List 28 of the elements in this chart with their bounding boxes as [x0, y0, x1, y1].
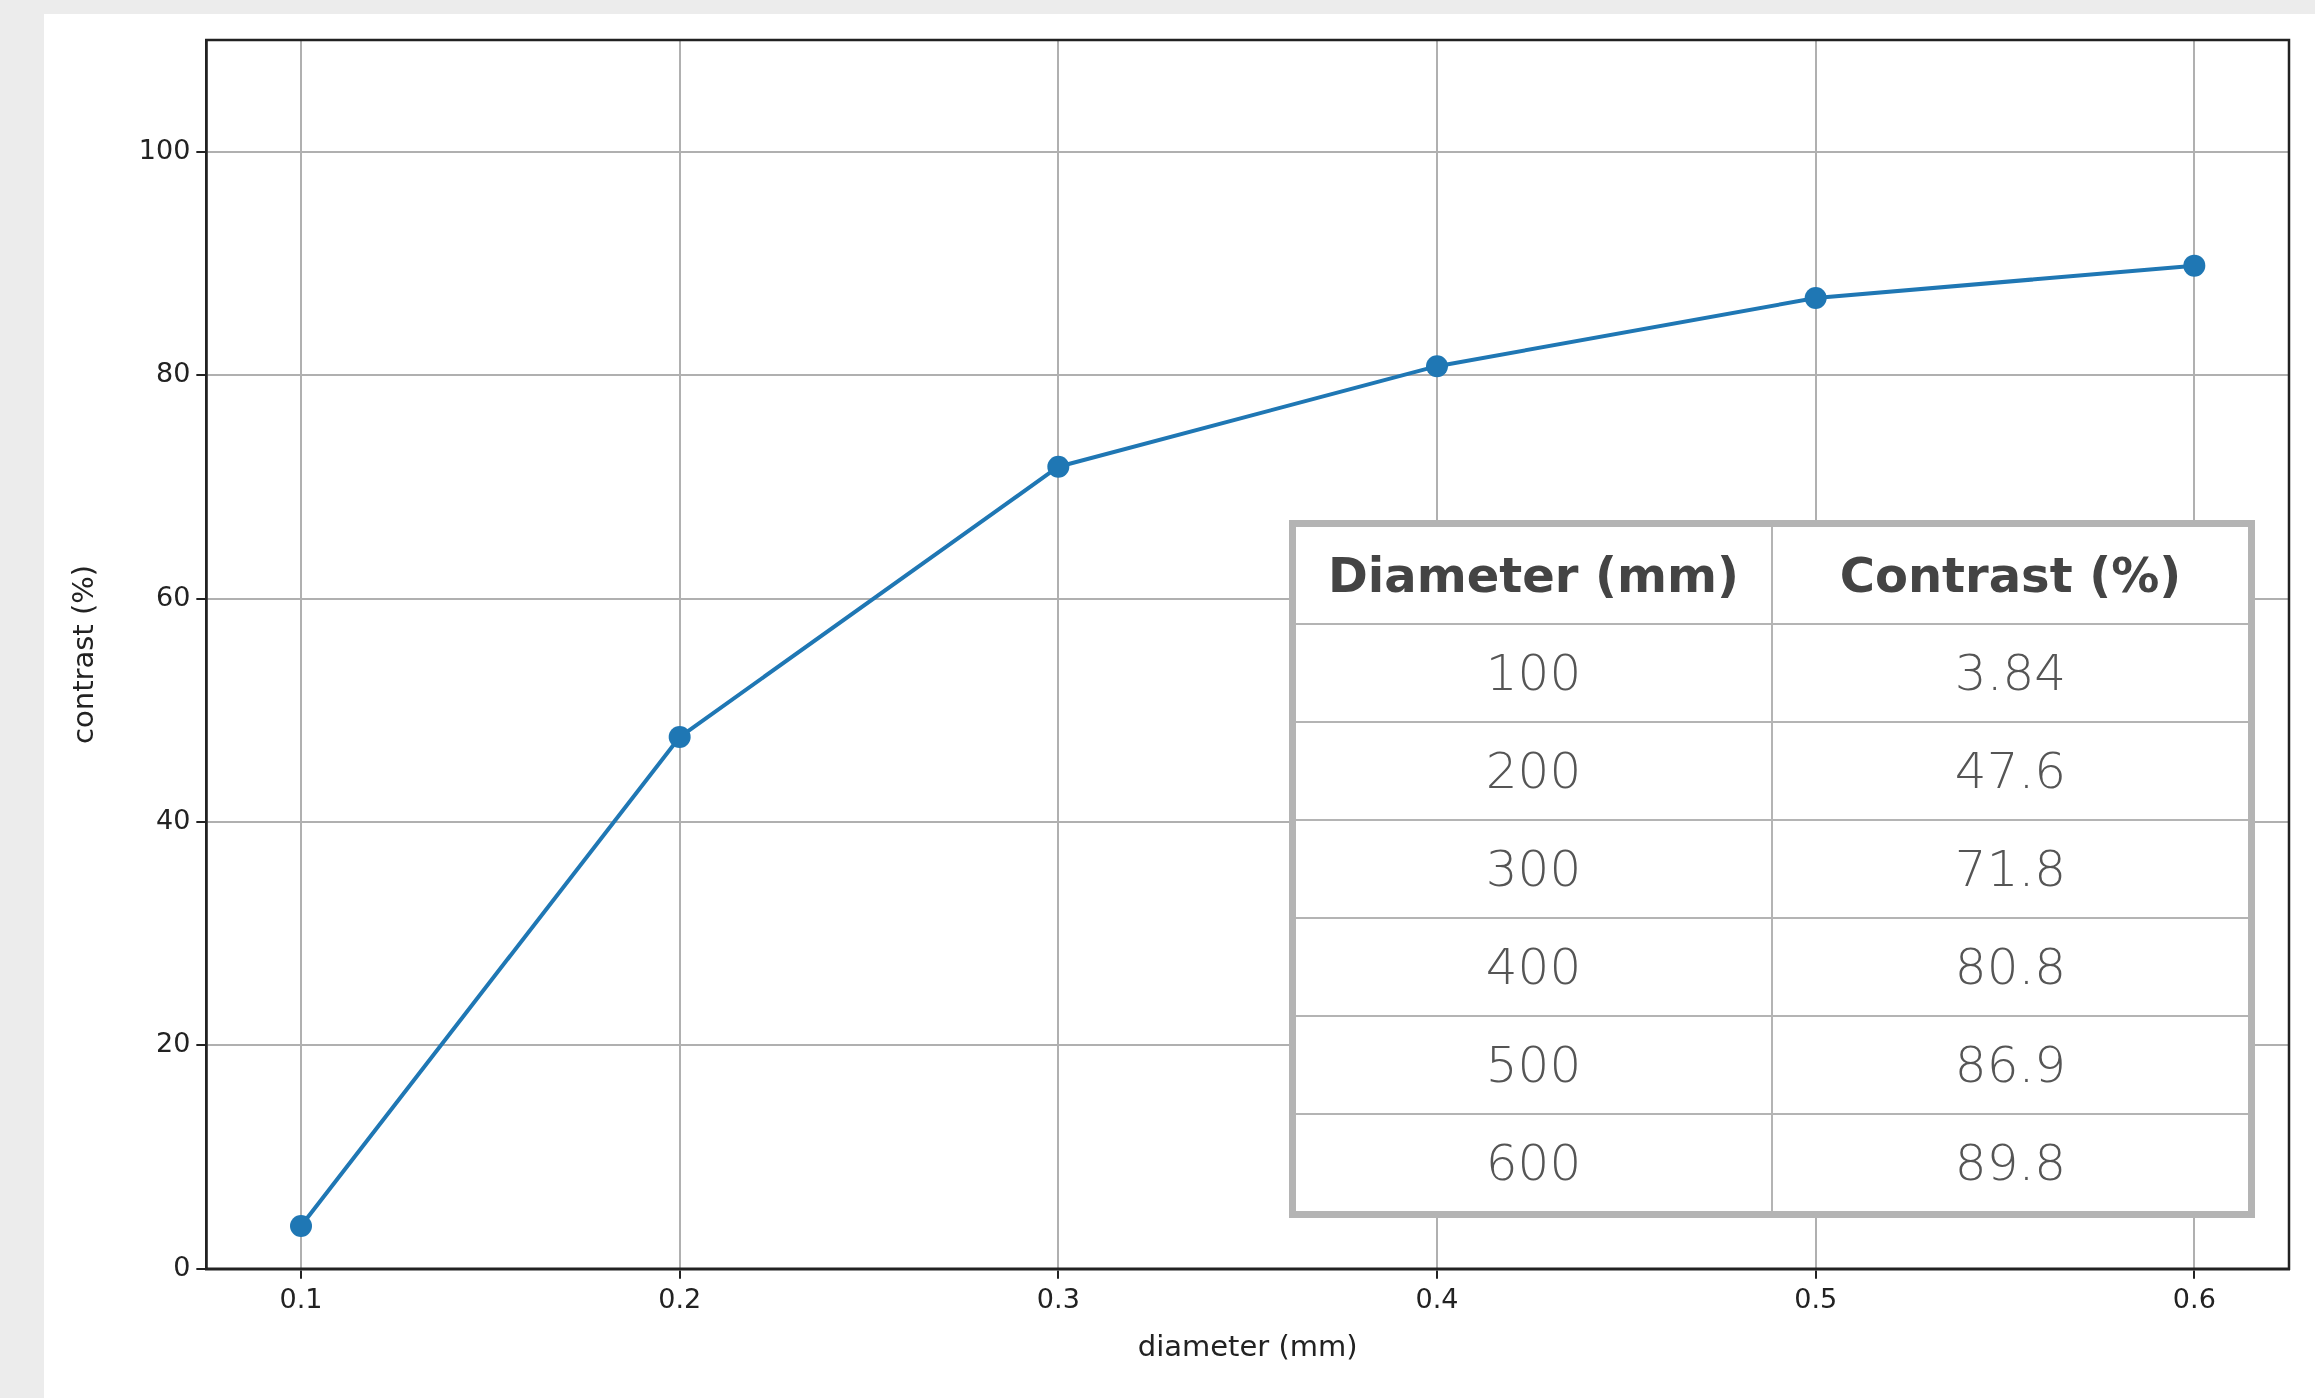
annotation: 100	[1292, 624, 1772, 722]
x-tick-label: 0.4	[1415, 1283, 1459, 1315]
annotation: Contrast (%)	[1772, 523, 2252, 624]
annotation: 3.84	[1772, 624, 2252, 722]
y-tick-label: 0	[173, 1250, 191, 1282]
y-axis-title: contrast (%)	[65, 564, 100, 744]
annotation: 89.8	[1772, 1114, 2252, 1215]
annotation: 47.6	[1772, 722, 2252, 820]
y-tick-label: 20	[155, 1027, 191, 1059]
annotation: 71.8	[1772, 820, 2252, 918]
x-tick-label: 0.6	[2172, 1283, 2216, 1315]
annotation: 86.9	[1772, 1016, 2252, 1114]
y-tick-label: 40	[155, 803, 191, 835]
annotation: Diameter (mm)	[1292, 523, 1772, 624]
y-tick-label: 80	[155, 357, 191, 389]
y-tick-label: 100	[138, 133, 191, 165]
y-tick-label: 60	[155, 580, 191, 612]
annotation: 300	[1292, 820, 1772, 918]
x-tick-label: 0.1	[279, 1283, 323, 1315]
annotation: 80.8	[1772, 918, 2252, 1016]
x-axis-title: diameter (mm)	[1137, 1329, 1358, 1364]
annotation: 400	[1292, 918, 1772, 1016]
x-tick-label: 0.3	[1036, 1283, 1080, 1315]
x-tick-label: 0.5	[1794, 1283, 1838, 1315]
annotation: 600	[1292, 1114, 1772, 1215]
x-tick-label: 0.2	[658, 1283, 702, 1315]
annotation: 500	[1292, 1016, 1772, 1114]
annotation: 200	[1292, 722, 1772, 820]
